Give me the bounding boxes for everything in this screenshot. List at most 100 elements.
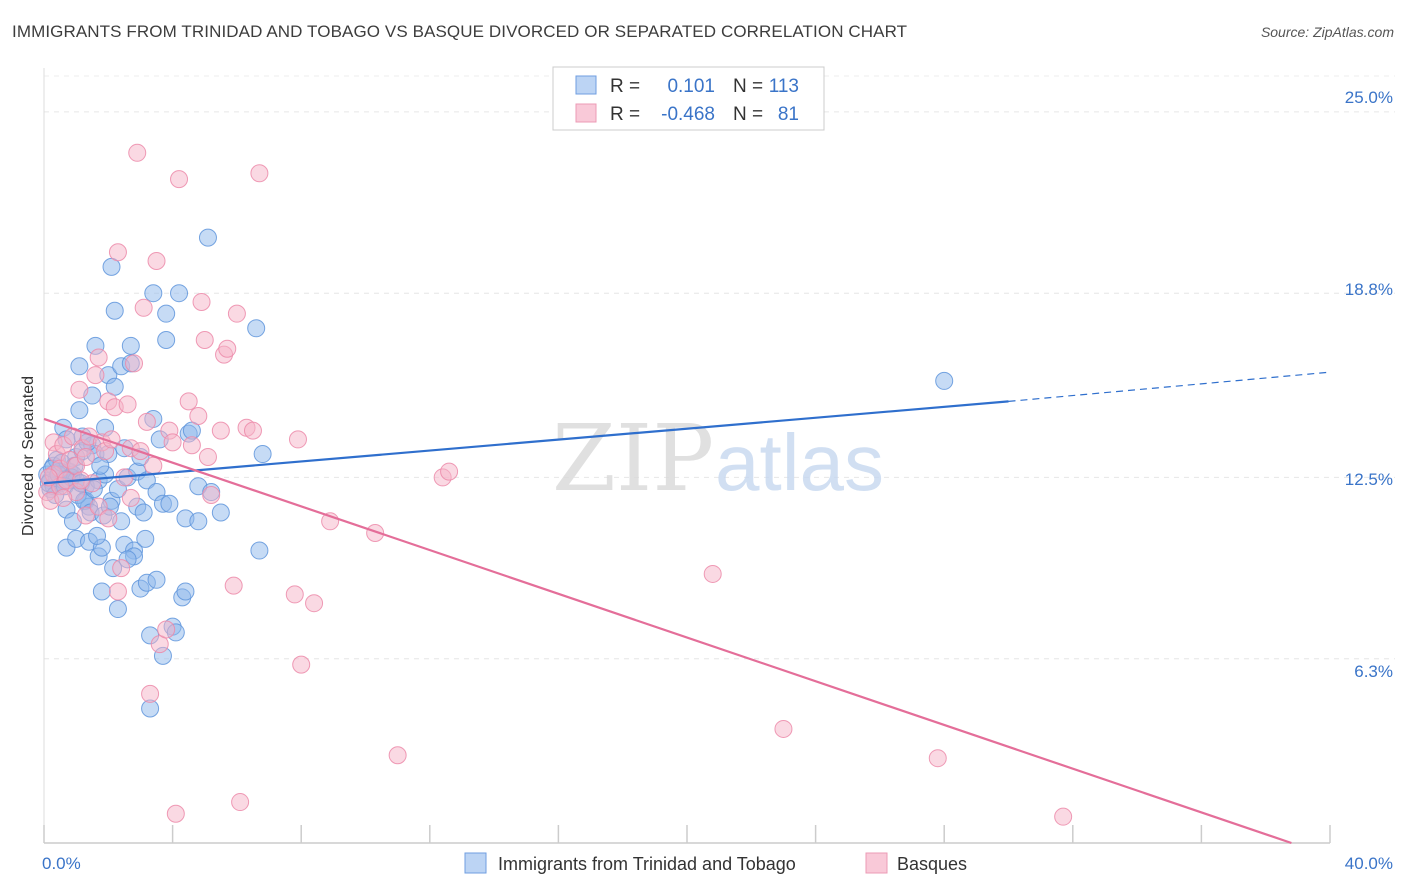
basques-point	[134, 298, 153, 317]
basques-point	[121, 488, 140, 507]
trinidad-point	[189, 512, 208, 531]
basques-point	[189, 407, 208, 426]
legend-n-value: 113	[769, 76, 799, 97]
trinidad-point	[136, 529, 155, 548]
basques-point	[170, 170, 189, 189]
basques-point	[108, 243, 127, 262]
basques-point	[70, 380, 89, 399]
series-legend-swatch-trinidad	[464, 852, 487, 874]
basques-point	[163, 433, 182, 452]
trinidad-point	[176, 582, 195, 601]
stats-legend-box	[552, 66, 825, 131]
basques-point	[366, 524, 385, 542]
basques-point	[86, 366, 105, 385]
trinidad-point	[144, 284, 163, 303]
basques-point	[125, 354, 144, 373]
basques-point	[202, 485, 221, 504]
basques-point	[774, 719, 793, 738]
trinidad-point	[211, 503, 230, 522]
legend-n-label: N =	[733, 76, 763, 97]
series-legend-label-basques: Basques	[897, 854, 967, 874]
trinidad-trend-line	[43, 400, 1009, 485]
basques-point	[99, 509, 118, 528]
trinidad-point	[935, 371, 954, 390]
basques-point	[703, 564, 722, 583]
basques-point	[440, 462, 459, 481]
trinidad-point	[92, 582, 111, 601]
y-tick-labels: 6.3% 12.5% 18.8% 25.0%	[1345, 88, 1393, 681]
basques-trend-line	[43, 417, 1292, 845]
trinidad-point	[121, 336, 140, 355]
chart-source: Source: ZipAtlas.com	[1260, 24, 1394, 40]
trinidad-point	[105, 301, 124, 320]
series-basques-points	[38, 143, 1073, 826]
basques-point	[108, 582, 127, 601]
basques-point	[1054, 807, 1073, 826]
trinidad-point	[157, 304, 176, 323]
trinidad-point	[88, 526, 107, 545]
basques-point	[211, 421, 230, 440]
basques-point	[76, 447, 95, 466]
basques-point	[305, 594, 324, 613]
basques-point	[118, 395, 137, 414]
trinidad-trend-extension	[1008, 371, 1331, 402]
y-tick-label: 6.3%	[1354, 662, 1393, 681]
basques-point	[198, 447, 217, 466]
trinidad-point	[247, 319, 266, 338]
basques-point	[182, 436, 201, 455]
x-ticks	[43, 825, 1331, 843]
basques-point	[141, 684, 160, 703]
series-legend-label-trinidad: Immigrants from Trinidad and Tobago	[498, 854, 796, 874]
legend-swatch-trinidad	[575, 75, 597, 95]
trinidad-point	[253, 445, 272, 464]
legend-r-value: 0.101	[667, 76, 715, 97]
basques-point	[218, 339, 237, 358]
basques-point	[195, 330, 214, 349]
basques-point	[76, 506, 95, 525]
trend-lines	[43, 371, 1331, 845]
basques-point	[166, 804, 185, 823]
basques-point	[89, 348, 108, 367]
basques-point	[292, 655, 311, 674]
y-tick-label: 18.8%	[1345, 280, 1393, 299]
trinidad-point	[170, 284, 189, 303]
basques-point	[157, 620, 176, 639]
x-tick-label-min: 0.0%	[42, 854, 81, 873]
basques-point	[179, 392, 198, 411]
basques-point	[128, 143, 147, 162]
trinidad-point	[198, 228, 217, 247]
basques-point	[224, 576, 243, 595]
basques-point	[231, 793, 250, 812]
trinidad-point	[70, 357, 89, 376]
basques-point	[250, 164, 269, 183]
basques-point	[54, 488, 73, 507]
basques-point	[243, 421, 262, 440]
legend-r-label: R =	[610, 104, 640, 125]
trinidad-point	[250, 541, 269, 560]
basques-point	[137, 412, 156, 431]
chart-title: IMMIGRANTS FROM TRINIDAD AND TOBAGO VS B…	[12, 22, 908, 41]
basques-point	[192, 292, 211, 311]
basques-point	[147, 252, 166, 271]
basques-point	[144, 456, 163, 475]
trinidad-point	[134, 503, 153, 522]
series-legend: Immigrants from Trinidad and Tobago Basq…	[464, 852, 967, 874]
basques-point	[89, 497, 108, 516]
trinidad-point	[160, 494, 179, 513]
y-tick-label: 25.0%	[1345, 88, 1393, 107]
y-tick-label: 12.5%	[1345, 470, 1393, 489]
basques-point	[285, 585, 304, 604]
trinidad-point	[147, 570, 166, 589]
basques-point	[112, 559, 131, 578]
legend-r-label: R =	[610, 76, 640, 97]
legend-n-value: 81	[778, 104, 799, 125]
trinidad-point	[70, 401, 89, 420]
stats-legend: R = 0.101 N = 113 R = -0.468 N = 81	[552, 66, 825, 131]
basques-point	[928, 749, 947, 768]
x-tick-label-max: 40.0%	[1345, 854, 1393, 873]
trinidad-point	[108, 600, 127, 619]
watermark-zip: ZIP	[552, 405, 714, 512]
basques-point	[288, 430, 307, 449]
series-legend-swatch-basques	[865, 852, 888, 874]
basques-point	[388, 746, 407, 765]
